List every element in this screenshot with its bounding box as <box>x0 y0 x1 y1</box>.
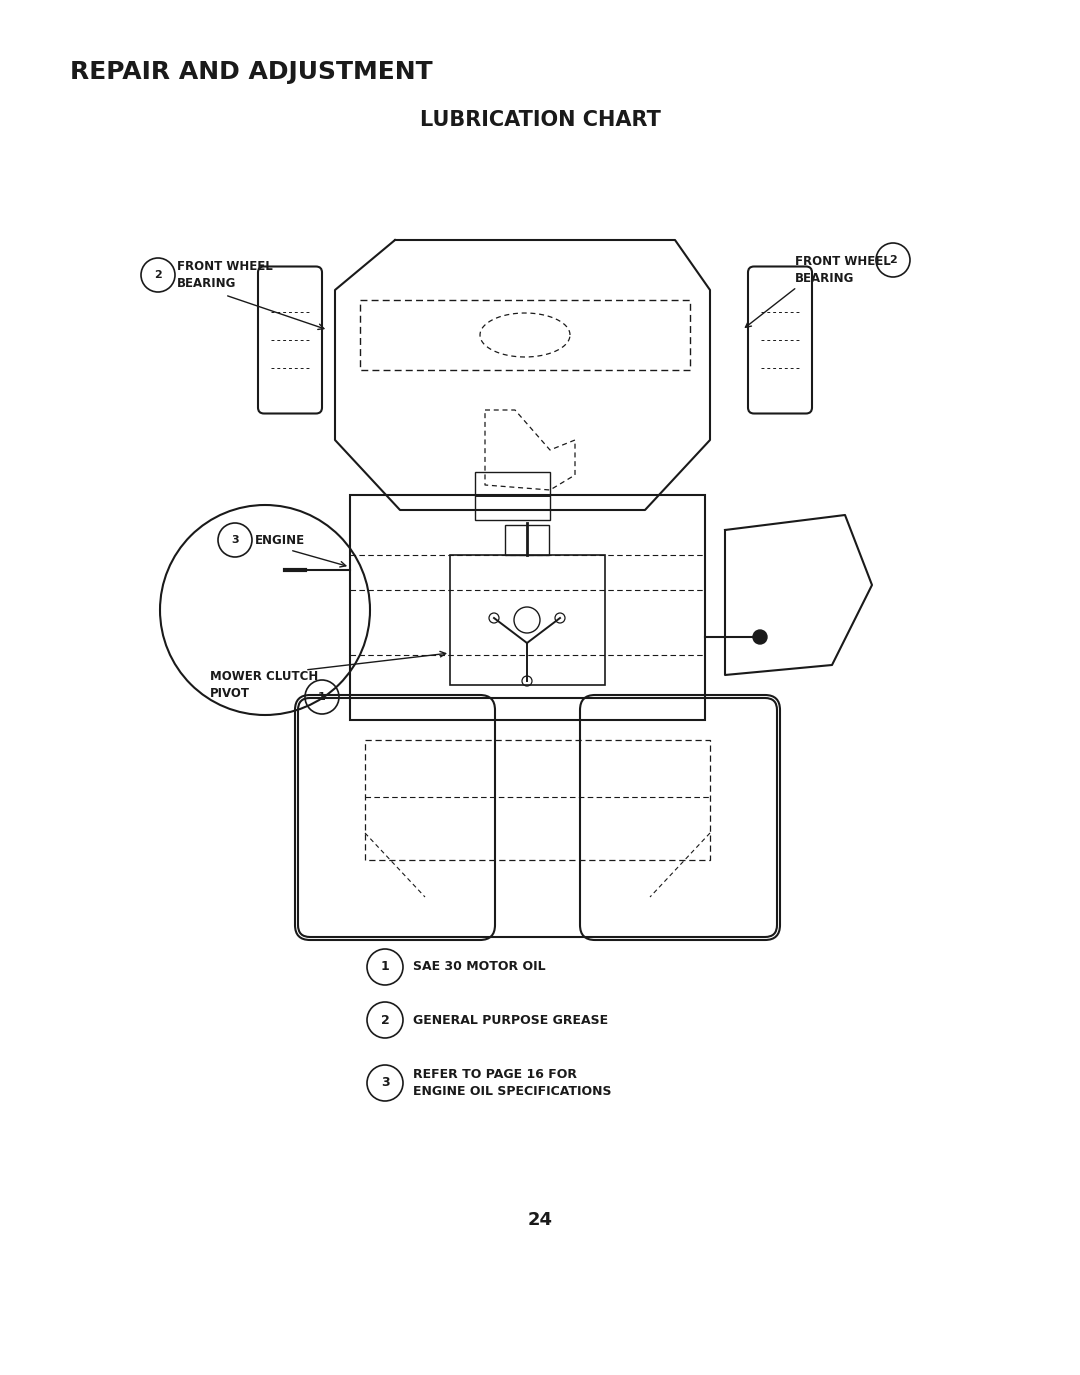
Text: ENGINE: ENGINE <box>255 534 306 546</box>
Text: SAE 30 MOTOR OIL: SAE 30 MOTOR OIL <box>413 961 545 973</box>
Text: 3: 3 <box>231 535 239 544</box>
Text: 1: 1 <box>319 692 326 703</box>
Text: 3: 3 <box>380 1077 389 1089</box>
Text: 24: 24 <box>527 1211 553 1229</box>
Text: 2: 2 <box>380 1013 390 1027</box>
Text: FRONT WHEEL
BEARING: FRONT WHEEL BEARING <box>795 254 891 285</box>
Text: 1: 1 <box>380 961 390 973</box>
Text: 2: 2 <box>889 254 896 265</box>
Text: GENERAL PURPOSE GREASE: GENERAL PURPOSE GREASE <box>413 1013 608 1027</box>
Text: 2: 2 <box>154 270 162 280</box>
Text: LUBRICATION CHART: LUBRICATION CHART <box>419 110 661 131</box>
Text: MOWER CLUTCH
PIVOT: MOWER CLUTCH PIVOT <box>210 670 319 700</box>
Text: REPAIR AND ADJUSTMENT: REPAIR AND ADJUSTMENT <box>70 60 433 84</box>
Text: FRONT WHEEL
BEARING: FRONT WHEEL BEARING <box>177 260 273 290</box>
Circle shape <box>753 630 767 644</box>
Text: REFER TO PAGE 16 FOR
ENGINE OIL SPECIFICATIONS: REFER TO PAGE 16 FOR ENGINE OIL SPECIFIC… <box>413 1068 611 1099</box>
